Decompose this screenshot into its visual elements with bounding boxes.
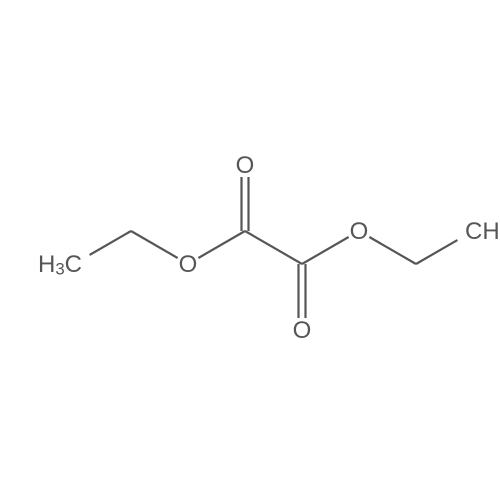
- bond-line: [198, 231, 245, 258]
- bond-line: [131, 231, 178, 258]
- bond-line: [90, 231, 131, 255]
- bond-line: [245, 231, 302, 264]
- atom-label-o_right_ester: O: [350, 218, 369, 245]
- atom-label-o_left_dbl: O: [236, 152, 255, 179]
- atom-label-o_right_dbl: O: [293, 317, 312, 344]
- atom-label-c_left_ch3: H3C: [38, 251, 82, 278]
- bond-line: [416, 240, 457, 264]
- atom-label-c_right_ch3: CH3: [465, 218, 500, 245]
- bond-line: [302, 237, 349, 264]
- atom-label-o_left_ester: O: [179, 251, 198, 278]
- bond-line: [369, 237, 416, 264]
- molecule-canvas: H3C O O O O CH3: [0, 0, 500, 500]
